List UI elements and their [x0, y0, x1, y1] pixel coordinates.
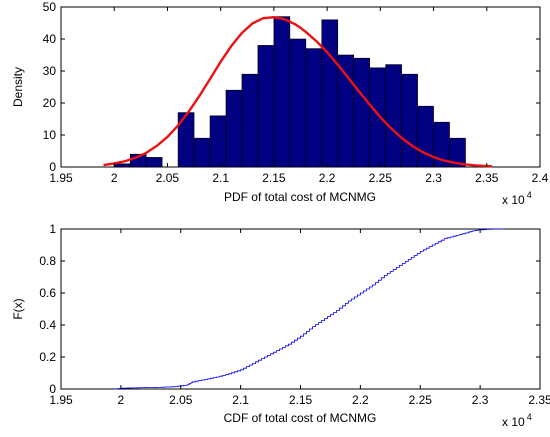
- histogram-bar: [337, 54, 355, 168]
- y-tick-label: 10: [43, 128, 57, 142]
- histogram-bar: [257, 45, 275, 168]
- histogram-chart: 1.95 2 2.05 2.1 2.15 2.2 2.25 2.3 2.35 2.4 0 10 20 3…: [11, 0, 549, 207]
- histogram-y-axis-label: Density: [11, 67, 25, 107]
- histogram-bar: [241, 73, 259, 168]
- x-tick-label: 2: [111, 171, 118, 185]
- histogram-bar: [193, 137, 211, 168]
- x-tick-label: 2.25: [369, 171, 393, 185]
- cdf-x-exponent: x 10 4: [502, 412, 532, 429]
- histogram-x-exponent: x 10 4: [502, 190, 532, 207]
- cdf-y-ticks: 0 0.2 0.4 0.6 0.8 1: [39, 222, 540, 396]
- histogram-bar: [321, 19, 339, 168]
- cdf-x-ticks: 1.95 2 2.05 2.1 2.15 2.2 2.25 2.3 2.35: [49, 229, 550, 407]
- histogram-bar: [273, 16, 291, 168]
- histogram-x-ticks: 1.95 2 2.05 2.1 2.15 2.2 2.25 2.3 2.35 2.4: [49, 7, 549, 185]
- histogram-x-axis-label: PDF of total cost of MCNMG: [224, 190, 376, 204]
- cdf-chart: 1.95 2 2.05 2.1 2.15 2.2 2.25 2.3 2.35 0 0.2 0.4 0.…: [11, 222, 550, 429]
- x-tick-label: 2.05: [156, 171, 180, 185]
- x-tick-label: 2.2: [319, 171, 336, 185]
- histogram-bar: [113, 163, 131, 168]
- histogram-bar: [449, 137, 466, 168]
- y-tick-label: 50: [43, 0, 57, 14]
- x-tick-label: 1.95: [49, 393, 73, 407]
- x-tick-label: 2.15: [262, 171, 286, 185]
- normal-fit-line: [103, 16, 493, 168]
- y-tick-label: 0.4: [39, 318, 56, 332]
- x-tick-label: 2: [118, 393, 125, 407]
- cdf-y-axis-label: F(x): [11, 298, 25, 319]
- y-tick-label: 0.6: [39, 286, 56, 300]
- histogram-exponent-power: 4: [527, 190, 532, 200]
- y-tick-label: 0.2: [39, 350, 56, 364]
- y-tick-label: 30: [43, 64, 57, 78]
- cdf-exponent-base: x 10: [502, 415, 525, 429]
- x-tick-label: 2.3: [472, 393, 489, 407]
- histogram-bar: [209, 115, 227, 168]
- x-tick-label: 2.35: [528, 393, 550, 407]
- cdf-x-axis-label: CDF of total cost of MCNMG: [224, 411, 377, 425]
- histogram-bar: [401, 73, 418, 168]
- y-tick-label: 0: [49, 382, 56, 396]
- histogram-bar: [369, 67, 386, 168]
- x-tick-label: 2.05: [169, 393, 193, 407]
- histogram-bar: [225, 89, 243, 168]
- x-tick-label: 1.95: [49, 171, 73, 185]
- cdf-step-line: [114, 228, 505, 390]
- normal-fit-curve: [103, 16, 493, 168]
- histogram-bar: [289, 38, 307, 168]
- x-tick-label: 2.4: [532, 171, 549, 185]
- histogram-exponent-base: x 10: [502, 193, 525, 207]
- x-tick-label: 2.35: [475, 171, 499, 185]
- histogram-y-ticks: 0 10 20 30 40 50: [43, 0, 540, 174]
- x-tick-label: 2.2: [352, 393, 369, 407]
- y-tick-label: 0: [49, 160, 56, 174]
- x-tick-label: 2.25: [409, 393, 433, 407]
- x-tick-label: 2.1: [212, 171, 229, 185]
- histogram-bars: [113, 16, 466, 168]
- cdf-exponent-power: 4: [527, 412, 532, 422]
- x-tick-label: 2.1: [232, 393, 249, 407]
- x-tick-label: 2.15: [289, 393, 313, 407]
- histogram-bar: [305, 48, 323, 168]
- y-tick-label: 0.8: [39, 254, 56, 268]
- histogram-bar: [385, 64, 402, 168]
- y-tick-label: 1: [49, 222, 56, 236]
- y-tick-label: 20: [43, 96, 57, 110]
- y-tick-label: 40: [43, 32, 57, 46]
- histogram-bar: [353, 57, 370, 168]
- histogram-bar: [145, 157, 163, 168]
- cdf-line: [114, 228, 505, 390]
- x-tick-label: 2.3: [425, 171, 442, 185]
- histogram-bar: [417, 105, 434, 168]
